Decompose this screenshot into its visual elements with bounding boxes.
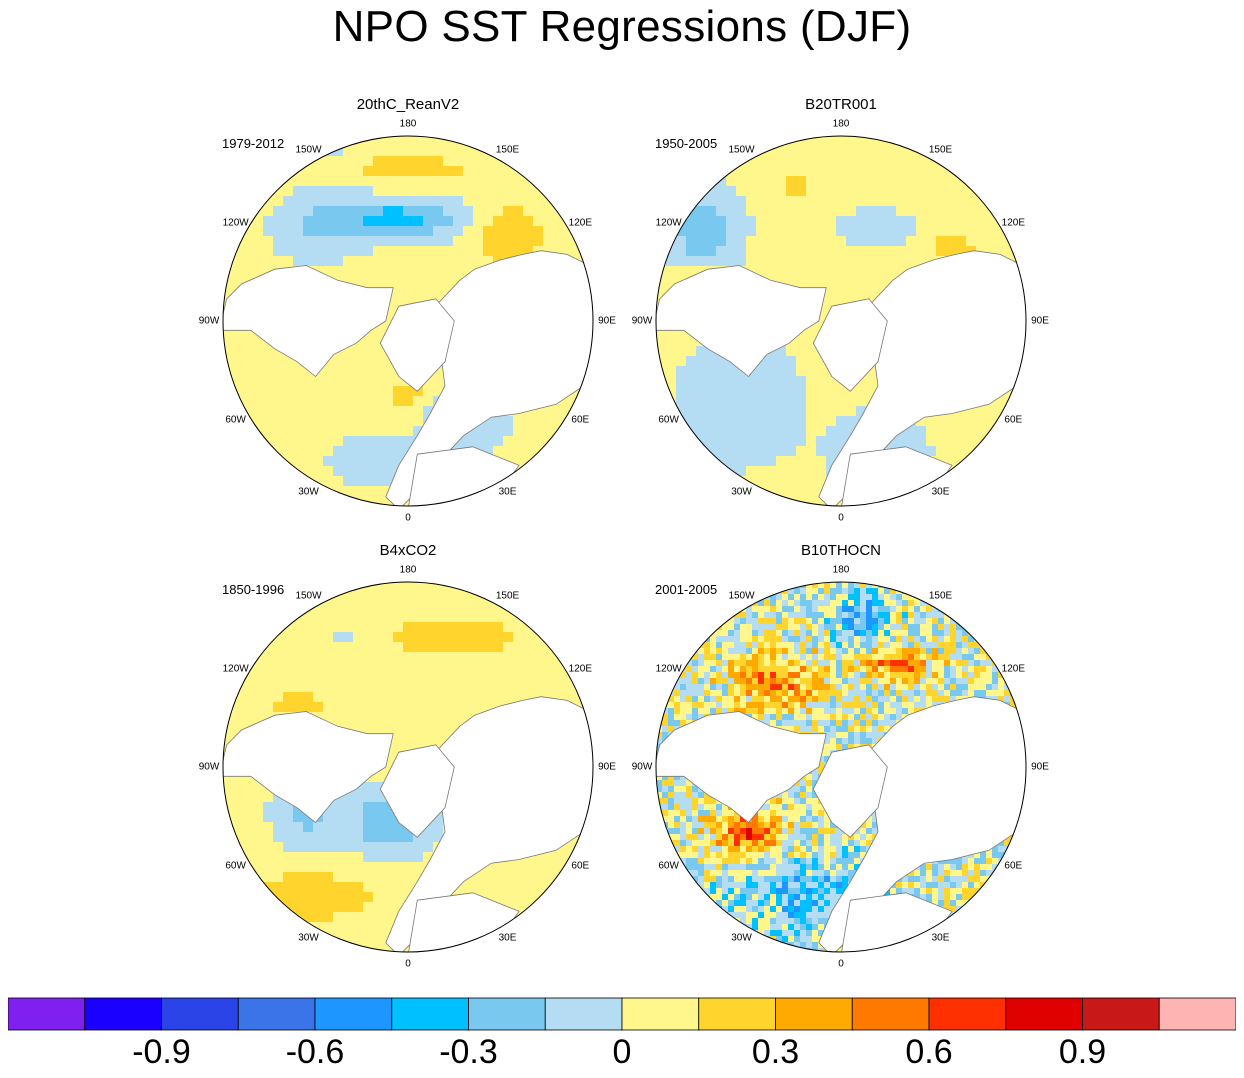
lon-label: 60E bbox=[571, 860, 590, 871]
lon-label: 0 bbox=[405, 512, 411, 524]
colorbar-swatch bbox=[851, 997, 930, 1031]
colorbar-tick: -0.3 bbox=[439, 1033, 498, 1071]
panel-period: 1850-1996 bbox=[222, 582, 285, 597]
colorbar-swatch bbox=[621, 997, 700, 1031]
lon-label: 120W bbox=[222, 663, 249, 674]
panel-period: 1950-2005 bbox=[655, 136, 718, 151]
lon-label: 120W bbox=[655, 217, 682, 228]
colorbar-swatch bbox=[468, 997, 546, 1031]
figure-title: NPO SST Regressions (DJF) bbox=[332, 2, 912, 51]
lon-label: 150E bbox=[928, 590, 953, 602]
panel-period: 2001-2005 bbox=[655, 582, 718, 597]
lon-label: 90E bbox=[1031, 761, 1049, 773]
lon-label: 30W bbox=[731, 486, 752, 498]
lon-label: 90W bbox=[198, 315, 220, 327]
lon-label: 150W bbox=[728, 590, 755, 602]
panel-b4xco2: B4xCO2 1850-1996 180 150W 150E 120W 120E 90W 9… bbox=[198, 542, 618, 982]
colorbar-swatch bbox=[1005, 997, 1083, 1031]
colorbar-tick: 0.3 bbox=[751, 1033, 800, 1071]
colorbar-tick: 0 bbox=[612, 1033, 632, 1071]
lon-label: 30E bbox=[931, 486, 950, 498]
panel-period: 1979-2012 bbox=[222, 136, 285, 151]
panel-b10thocn: B10THOCN 2001-2005 180 150W 150E 120W 120E 90… bbox=[631, 542, 1051, 982]
panel-title: B10THOCN bbox=[800, 542, 882, 559]
polar-map bbox=[222, 581, 594, 953]
lon-label: 60E bbox=[571, 414, 590, 425]
lon-label: 30W bbox=[298, 932, 319, 944]
polar-map bbox=[655, 135, 1027, 507]
colorbar-swatch bbox=[544, 997, 623, 1031]
colorbar-tick: 0.9 bbox=[1058, 1033, 1107, 1071]
polar-map bbox=[655, 581, 1027, 953]
panel-title: 20thC_ReanV2 bbox=[356, 96, 460, 113]
lon-label: 180 bbox=[399, 564, 417, 576]
lon-label: 60E bbox=[1004, 414, 1023, 425]
lon-label: 120E bbox=[1001, 217, 1026, 228]
colorbar-swatch bbox=[775, 997, 853, 1031]
colorbar bbox=[8, 997, 1236, 1031]
lon-label: 120E bbox=[1001, 663, 1026, 674]
lon-label: 120E bbox=[568, 663, 593, 674]
lon-label: 0 bbox=[405, 958, 411, 970]
lon-label: 90W bbox=[631, 761, 653, 773]
lon-label: 60E bbox=[1004, 860, 1023, 871]
colorbar-swatch bbox=[314, 997, 393, 1031]
colorbar-tick: -0.6 bbox=[285, 1033, 345, 1071]
colorbar-swatch bbox=[391, 997, 469, 1031]
lon-label: 120W bbox=[222, 217, 249, 228]
colorbar-swatch bbox=[1082, 997, 1160, 1031]
colorbar-swatch bbox=[84, 997, 162, 1031]
lon-label: 30E bbox=[498, 486, 517, 498]
lon-label: 150W bbox=[295, 144, 322, 156]
colorbar-swatch bbox=[928, 997, 1007, 1031]
colorbar-swatch bbox=[698, 997, 776, 1031]
lon-label: 90W bbox=[631, 315, 653, 327]
lon-label: 90E bbox=[598, 761, 616, 773]
panel-20thc-reanv2: 20thC_ReanV2 1979-2012 180 150W 150E 120W 12… bbox=[198, 96, 618, 536]
lon-label: 180 bbox=[832, 564, 850, 576]
lon-label: 0 bbox=[838, 512, 844, 524]
lon-label: 60W bbox=[658, 414, 679, 425]
colorbar-swatch bbox=[1158, 997, 1236, 1031]
lon-label: 0 bbox=[838, 958, 844, 970]
lon-label: 60W bbox=[225, 860, 246, 871]
colorbar-tick: 0.6 bbox=[905, 1033, 953, 1071]
lon-label: 120E bbox=[568, 217, 593, 228]
colorbar-swatch bbox=[237, 997, 316, 1031]
lon-label: 150E bbox=[495, 144, 520, 156]
lon-label: 90E bbox=[1031, 315, 1049, 327]
lon-label: 150W bbox=[295, 590, 322, 602]
lon-label: 90E bbox=[598, 315, 616, 327]
lon-label: 150E bbox=[928, 144, 953, 156]
lon-label: 30E bbox=[498, 932, 517, 944]
colorbar-swatch bbox=[161, 997, 239, 1031]
lon-label: 30W bbox=[731, 932, 752, 944]
colorbar-tick: -0.9 bbox=[132, 1033, 191, 1071]
polar-map bbox=[222, 135, 594, 507]
lon-label: 180 bbox=[399, 118, 417, 130]
lon-label: 150W bbox=[728, 144, 755, 156]
lon-label: 120W bbox=[655, 663, 682, 674]
lon-label: 180 bbox=[832, 118, 850, 130]
lon-label: 60W bbox=[225, 414, 246, 425]
panel-title: B20TR001 bbox=[805, 96, 877, 113]
lon-label: 90W bbox=[198, 761, 220, 773]
panel-b20tr001: B20TR001 1950-2005 180 150W 150E 120W 120E 90… bbox=[631, 96, 1051, 536]
panel-title: B4xCO2 bbox=[379, 542, 437, 559]
lon-label: 60W bbox=[658, 860, 679, 871]
lon-label: 30E bbox=[931, 932, 950, 944]
lon-label: 150E bbox=[495, 590, 520, 602]
colorbar-swatch bbox=[8, 997, 86, 1031]
lon-label: 30W bbox=[298, 486, 319, 498]
